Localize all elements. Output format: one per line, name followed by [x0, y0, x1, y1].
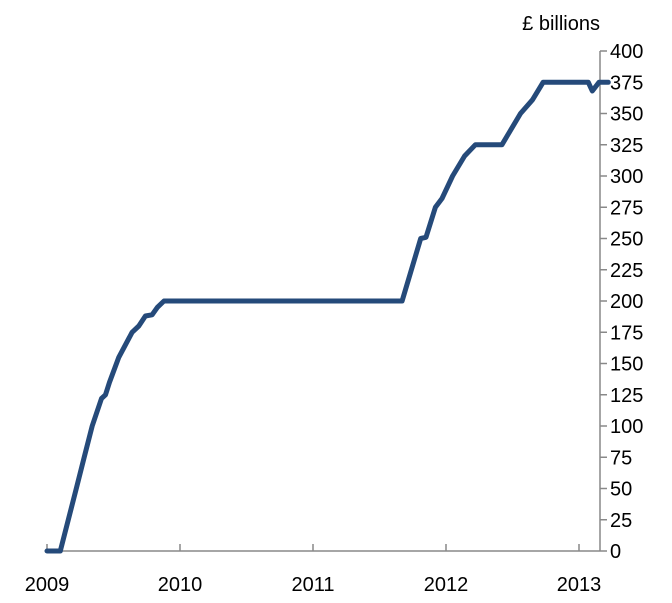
- y-tick-label: 75: [610, 447, 632, 469]
- y-tick-label: 325: [610, 135, 643, 157]
- y-tick-label: 300: [610, 166, 643, 188]
- y-tick-label: 175: [610, 322, 643, 344]
- y-tick-label: 225: [610, 260, 643, 282]
- x-tick-label: 2010: [158, 574, 203, 596]
- y-tick-label: 350: [610, 104, 643, 126]
- y-tick-label: 25: [610, 510, 632, 532]
- x-tick-label: 2011: [291, 574, 334, 596]
- y-tick-label: 50: [610, 479, 632, 501]
- y-ticks: 0 25 50 75 100 125 150 175 200 225 250 275 300 325 350…: [600, 41, 643, 563]
- y-tick-label: 400: [610, 41, 643, 63]
- series-group: [44, 79, 611, 554]
- y-tick-label: 100: [610, 416, 643, 438]
- y-tick-label: 0: [610, 541, 621, 563]
- x-tick-label: 2012: [424, 574, 469, 596]
- y-tick-label: 275: [610, 197, 643, 219]
- y-tick-label: 125: [610, 385, 643, 407]
- y-tick-label: 250: [610, 229, 643, 251]
- y-tick-label: 200: [610, 291, 643, 313]
- x-tick-label: 2013: [557, 574, 602, 596]
- x-ticks: 2009 2010 2011 2012 2013: [25, 544, 602, 596]
- series-line-0: [44, 79, 611, 554]
- x-tick-label: 2009: [25, 574, 70, 596]
- y-tick-label: 375: [610, 72, 643, 94]
- y-tick-label: 150: [610, 354, 643, 376]
- y-unit-label: £ billions: [522, 13, 600, 35]
